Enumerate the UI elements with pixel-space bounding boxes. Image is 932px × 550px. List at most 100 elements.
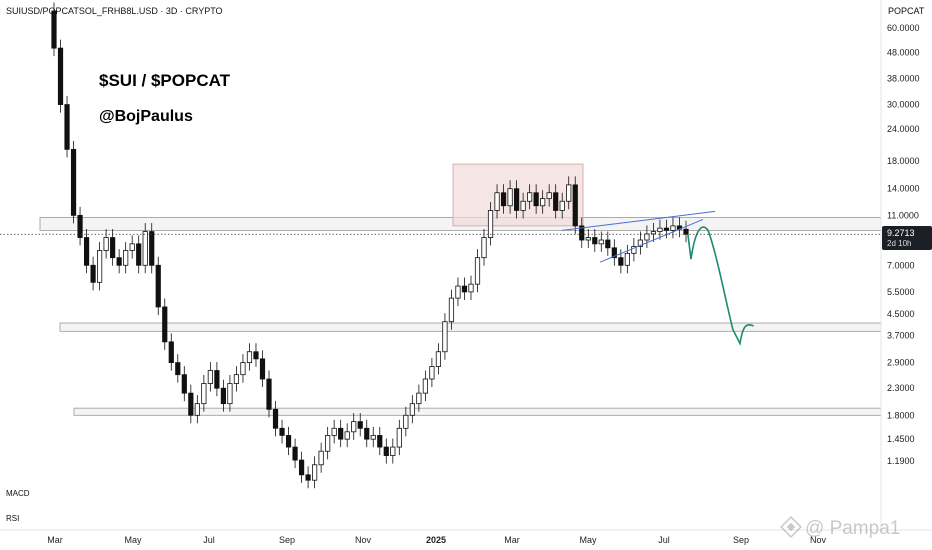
candle xyxy=(546,184,552,207)
candle-body xyxy=(338,427,344,440)
candle xyxy=(142,223,148,274)
candle xyxy=(253,343,259,367)
candle xyxy=(110,229,116,266)
candle xyxy=(513,180,520,219)
candle-body xyxy=(292,446,298,461)
candle-body xyxy=(70,148,77,216)
candle xyxy=(429,357,435,388)
y-tick-label: 38.0000 xyxy=(887,73,920,83)
candle xyxy=(553,184,559,219)
candle-body xyxy=(181,374,187,394)
candle-body xyxy=(253,351,259,360)
candle-body xyxy=(618,257,624,266)
candle xyxy=(494,184,500,219)
candle-body xyxy=(435,351,442,367)
candle-body xyxy=(396,427,402,448)
indicator-macd[interactable]: MACD xyxy=(6,489,30,498)
candle xyxy=(487,201,494,246)
candle-body xyxy=(298,459,305,476)
x-tick-label: Mar xyxy=(504,535,520,545)
x-tick-label: Sep xyxy=(733,535,749,545)
chart-annotation-title: $SUI / $POPCAT xyxy=(99,71,231,90)
y-tick-label: 5.5000 xyxy=(887,287,915,297)
candle xyxy=(136,235,142,274)
candle xyxy=(97,242,103,291)
candle-body xyxy=(553,192,559,211)
candle xyxy=(370,426,376,448)
y-tick-label: 60.0000 xyxy=(887,23,920,33)
candle-body xyxy=(149,231,155,266)
candle xyxy=(305,466,311,489)
drawing-overlays xyxy=(561,210,754,346)
candle xyxy=(279,419,285,444)
candle-body xyxy=(162,306,168,343)
candle-body xyxy=(390,446,396,456)
x-tick-label: Jul xyxy=(658,535,670,545)
y-tick-label: 18.0000 xyxy=(887,156,920,166)
candle xyxy=(481,229,487,266)
candle xyxy=(292,438,298,469)
x-tick-label: May xyxy=(124,535,142,545)
price-tag: 9.2713 2d 10h xyxy=(882,226,932,250)
candle xyxy=(592,229,598,252)
candle-body xyxy=(409,403,415,416)
candle xyxy=(149,223,155,274)
wedge-lower-line xyxy=(599,218,704,263)
candle-body xyxy=(168,341,174,364)
candle xyxy=(364,419,370,448)
candle xyxy=(90,256,96,291)
candle-body xyxy=(220,387,227,405)
price-tag-value: 9.2713 xyxy=(887,228,915,238)
candle xyxy=(579,217,585,249)
candle-body xyxy=(272,408,279,429)
candle xyxy=(644,225,650,249)
candle xyxy=(416,384,422,412)
candle-body xyxy=(507,188,513,207)
symbol-header: SUIUSD/POPCATSOL_FRHB8L.USD · 3D · CRYPT… xyxy=(6,6,223,16)
indicator-rsi[interactable]: RSI xyxy=(6,514,19,523)
candle-body xyxy=(155,264,161,308)
candle xyxy=(325,426,331,460)
candle xyxy=(383,438,389,464)
candle-body xyxy=(305,474,311,481)
candle-body xyxy=(110,237,116,259)
candle-body xyxy=(663,227,670,231)
candle xyxy=(51,2,57,57)
candle-body xyxy=(344,431,350,440)
candle-body xyxy=(527,192,533,202)
candle xyxy=(123,242,129,274)
candle-body xyxy=(520,200,526,211)
y-tick-label: 14.0000 xyxy=(887,184,920,194)
candle-body xyxy=(207,370,213,384)
candle-body xyxy=(442,321,448,353)
candle xyxy=(357,413,363,437)
candle xyxy=(227,375,233,412)
candle-body xyxy=(487,210,494,238)
candle xyxy=(103,229,109,259)
candle xyxy=(266,370,272,418)
y-tick-label: 7.0000 xyxy=(887,260,915,270)
candle xyxy=(83,229,90,274)
candle-body xyxy=(233,374,240,384)
y-tick-label: 1.8000 xyxy=(887,410,915,420)
candle-body xyxy=(370,435,376,440)
y-tick-label: 3.7000 xyxy=(887,331,915,341)
candles xyxy=(51,2,689,489)
candle xyxy=(331,419,337,444)
candle xyxy=(670,217,676,239)
candle-body xyxy=(448,297,455,323)
candle-body xyxy=(214,370,220,389)
candle xyxy=(611,239,617,266)
candle-body xyxy=(175,362,181,376)
y-tick-label: 4.5000 xyxy=(887,309,915,319)
candle xyxy=(77,206,83,246)
candle xyxy=(409,395,415,424)
candle xyxy=(338,419,344,448)
candle-body xyxy=(201,383,207,405)
candle-body xyxy=(116,257,122,266)
candle-body xyxy=(572,184,578,227)
candle xyxy=(259,350,266,388)
candle xyxy=(520,192,526,219)
candle xyxy=(285,426,292,456)
